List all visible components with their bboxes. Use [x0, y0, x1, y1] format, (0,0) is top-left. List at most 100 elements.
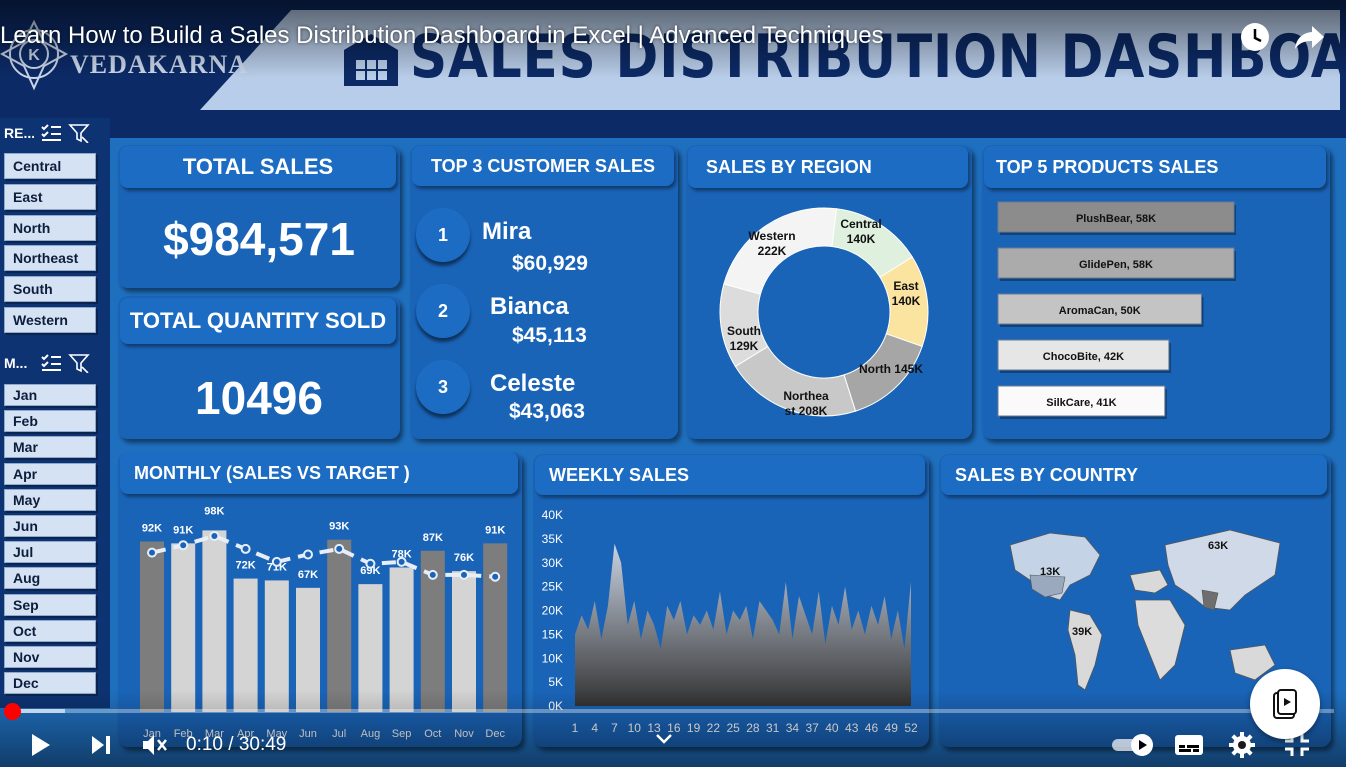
- monthly-target-point: [209, 530, 220, 541]
- monthly-x-tick: Jun: [299, 728, 317, 740]
- map-asia: [1164, 529, 1281, 611]
- chevron-down-icon[interactable]: [652, 730, 676, 748]
- monthly-target-point: [147, 547, 157, 558]
- monthly-sales-label: 87K: [423, 532, 443, 544]
- map-europe: [1129, 569, 1169, 594]
- miniplayer-button[interactable]: [1250, 669, 1320, 739]
- monthly-sales-label: 91K: [173, 524, 193, 536]
- month-slicer-item-apr[interactable]: Apr: [4, 462, 96, 485]
- time-current: 0:10: [186, 734, 223, 755]
- product-bar-label: PlushBear, 58K: [1076, 213, 1156, 225]
- clear-filter-icon[interactable]: [68, 123, 90, 143]
- customer-sales-value: $60,929: [512, 252, 588, 275]
- weekly-x-tick: 22: [707, 721, 721, 735]
- month-slicer-item-mar[interactable]: Mar: [4, 436, 96, 459]
- time-display: 0:10 / 30:49: [186, 734, 286, 756]
- customer-sales-value: $45,113: [512, 324, 587, 347]
- region-slicer-item-south[interactable]: South: [4, 276, 96, 303]
- month-slicer-item-nov[interactable]: Nov: [4, 646, 96, 668]
- region-slicer-item-east[interactable]: East: [4, 183, 96, 210]
- weekly-label: WEEKLY SALES: [535, 455, 925, 495]
- clear-filter-icon[interactable]: [68, 353, 90, 373]
- customer-sales-value: $43,063: [509, 400, 585, 423]
- map-usa: [1029, 574, 1066, 598]
- month-slicer-item-sep[interactable]: Sep: [4, 593, 96, 616]
- monthly-x-tick: Feb: [174, 728, 193, 740]
- weekly-y-tick: 20K: [542, 604, 563, 618]
- product-bar-label: ChocoBite, 42K: [1043, 351, 1124, 363]
- exit-fullscreen-icon[interactable]: [1283, 732, 1311, 758]
- weekly-x-tick: 16: [667, 721, 681, 735]
- top-products-chart: PlushBear, 58K GlidePen, 58K AromaCan, 50K…: [997, 201, 1236, 419]
- monthly-sales-bar-feb: [171, 543, 196, 712]
- product-bar-plushbear: [997, 201, 1235, 233]
- weekly-y-tick: 40K: [542, 508, 563, 522]
- weekly-x-tick: 46: [865, 721, 879, 735]
- month-slicer-item-jun[interactable]: Jun: [4, 515, 96, 537]
- subtitles-icon[interactable]: [1174, 734, 1204, 756]
- month-slicer-item-feb[interactable]: Feb: [4, 410, 96, 433]
- monthly-target-point: [396, 556, 407, 567]
- region-slicer-item-north[interactable]: North: [4, 214, 96, 241]
- top-gradient: [0, 0, 1346, 78]
- mute-icon[interactable]: [140, 732, 168, 758]
- monthly-x-tick: Apr: [237, 728, 254, 740]
- weekly-x-tick: 43: [845, 721, 859, 735]
- weekly-x-tick: 10: [628, 721, 642, 735]
- product-bar-label: AromaCan, 50K: [1059, 305, 1141, 317]
- month-slicer-item-oct[interactable]: Oct: [4, 619, 96, 642]
- weekly-x-tick: 52: [904, 721, 918, 735]
- region-slicer-item-western[interactable]: Western: [4, 307, 96, 333]
- progress-bar[interactable]: [12, 709, 1334, 713]
- region-slicer-item-central[interactable]: Central: [4, 153, 96, 179]
- monthly-sales-vs-target-chart: 92K Jan 91K Feb 98K Mar 72K Apr 71K May 67K Jun 93K J…: [140, 505, 508, 740]
- product-bar-label: GlidePen, 58K: [1079, 259, 1153, 271]
- monthly-x-tick: Oct: [424, 728, 441, 740]
- watch-later-icon[interactable]: [1238, 20, 1272, 54]
- month-slicer-header: M...: [4, 350, 104, 376]
- monthly-sales-bar-mar: [202, 530, 227, 712]
- monthly-target-line: [151, 533, 496, 579]
- weekly-x-tick: 19: [687, 721, 701, 735]
- monthly-sales-label: 72K: [236, 560, 256, 572]
- total-sales-label: TOTAL SALES: [120, 146, 396, 188]
- region-donut-chart: Central 140K East 140K North 145K Northea st 2…: [719, 207, 929, 418]
- monthly-sales-label: 91K: [485, 524, 505, 536]
- month-slicer-item-jul[interactable]: Jul: [4, 541, 96, 564]
- buffered-bar: [12, 709, 65, 713]
- autoplay-toggle-icon[interactable]: [1110, 732, 1156, 758]
- weekly-y-tick: 5K: [548, 675, 563, 689]
- miniplayer-icon: [1273, 689, 1297, 719]
- monthly-x-tick: Sep: [392, 728, 412, 740]
- next-icon[interactable]: [88, 733, 114, 757]
- monthly-sales-bar-jul: [327, 539, 352, 712]
- map-label-63k: 63K: [1208, 540, 1228, 552]
- multi-select-icon[interactable]: [40, 353, 62, 373]
- total-sales-value: $984,571: [163, 213, 355, 265]
- multi-select-icon[interactable]: [40, 123, 62, 143]
- customer-name: Celeste: [490, 370, 576, 397]
- video-title[interactable]: Learn How to Build a Sales Distribution …: [0, 22, 884, 49]
- month-slicer-item-jan[interactable]: Jan: [4, 384, 96, 406]
- monthly-sales-label: 69K: [360, 565, 380, 577]
- monthly-sales-label: 98K: [204, 505, 224, 517]
- scrubber-handle[interactable]: [4, 703, 21, 720]
- month-slicer-item-dec[interactable]: Dec: [4, 672, 96, 695]
- map-north-america: [1009, 532, 1101, 601]
- region-slicer-item-northeast[interactable]: Northeast: [4, 245, 96, 272]
- weekly-y-tick: 15K: [542, 627, 563, 641]
- monthly-target-point: [365, 558, 376, 569]
- monthly-target-point: [490, 571, 501, 582]
- monthly-target-point: [427, 569, 438, 580]
- monthly-sales-bar-dec: [483, 543, 508, 712]
- month-slicer-item-may[interactable]: May: [4, 488, 96, 511]
- settings-icon[interactable]: [1228, 731, 1256, 759]
- month-slicer-item-aug[interactable]: Aug: [4, 567, 96, 590]
- weekly-x-tick: 37: [805, 721, 819, 735]
- play-icon[interactable]: [26, 731, 54, 759]
- customer-rank-2: 2: [416, 284, 470, 338]
- monthly-sales-label: 71K: [267, 561, 287, 573]
- product-bar-aromacan: [997, 293, 1202, 325]
- share-icon[interactable]: [1292, 20, 1326, 54]
